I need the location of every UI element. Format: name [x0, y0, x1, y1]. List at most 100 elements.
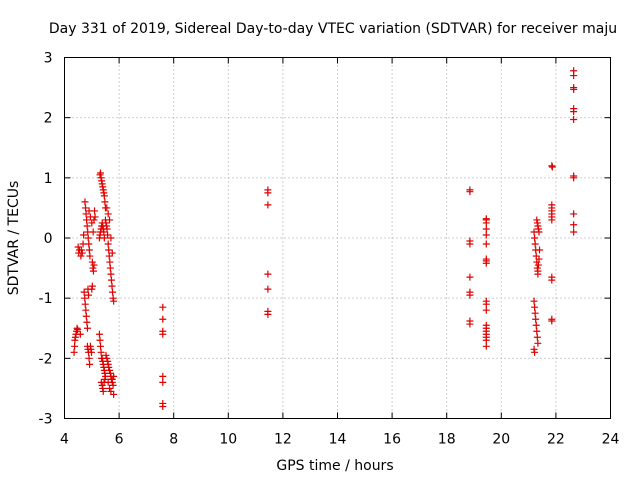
x-axis-label: GPS time / hours — [276, 458, 393, 474]
data-point — [83, 222, 91, 230]
data-point — [81, 300, 89, 308]
data-point — [531, 303, 539, 311]
data-point — [570, 115, 578, 123]
data-point — [106, 384, 114, 392]
data-point — [74, 325, 82, 333]
data-point — [535, 255, 543, 263]
x-tick-label: 4 — [60, 432, 69, 448]
data-point — [83, 216, 91, 224]
data-point — [82, 210, 90, 218]
data-point — [110, 372, 118, 380]
data-point — [77, 252, 85, 260]
data-point — [264, 285, 272, 293]
data-point — [466, 273, 474, 281]
data-point — [89, 228, 97, 236]
data-point — [101, 375, 109, 383]
data-point — [100, 192, 108, 200]
y-axis-tick-labels: -3 -2 -1 0 1 2 3 — [39, 51, 53, 428]
data-point — [74, 243, 82, 251]
data-point — [100, 234, 108, 242]
data-point — [81, 198, 89, 206]
x-tick-label: 20 — [492, 432, 510, 448]
x-tick-label: 12 — [274, 432, 292, 448]
data-point — [97, 342, 105, 350]
data-point — [90, 216, 98, 224]
data-point — [82, 312, 90, 320]
data-point — [95, 330, 103, 338]
data-point — [86, 360, 94, 368]
y-tick-label: -2 — [39, 351, 53, 367]
axis-ticks — [64, 57, 611, 419]
data-point — [159, 315, 167, 323]
x-tick-label: 24 — [602, 432, 620, 448]
data-point — [96, 336, 104, 344]
y-tick-label: -1 — [39, 291, 53, 307]
data-point — [82, 204, 90, 212]
data-point — [82, 306, 90, 314]
data-point — [88, 282, 96, 290]
data-point — [159, 303, 167, 311]
data-point — [77, 246, 85, 254]
data-point — [535, 228, 543, 236]
data-point — [83, 324, 91, 332]
data-point — [88, 258, 96, 266]
data-point — [570, 85, 578, 93]
data-point — [570, 108, 578, 116]
data-point — [534, 267, 542, 275]
data-point — [264, 201, 272, 209]
data-point — [103, 354, 111, 362]
data-point — [264, 310, 272, 318]
data-point — [159, 402, 167, 410]
data-point — [108, 249, 116, 257]
y-tick-label: -3 — [39, 412, 53, 428]
data-point — [570, 174, 578, 182]
y-tick-label: 0 — [44, 231, 53, 247]
data-point — [530, 297, 538, 305]
data-point — [570, 72, 578, 80]
chart-title: Day 331 of 2019, Sidereal Day-to-day VTE… — [49, 21, 617, 37]
data-point — [531, 348, 539, 356]
data-point — [570, 210, 578, 218]
data-point — [531, 309, 539, 317]
data-point — [108, 375, 116, 383]
data-point — [104, 378, 112, 386]
data-point — [548, 163, 556, 171]
data-point — [107, 387, 115, 395]
data-point — [548, 276, 556, 284]
data-point — [97, 348, 105, 356]
y-tick-label: 3 — [44, 51, 53, 67]
data-point — [466, 188, 474, 196]
data-point — [264, 270, 272, 278]
data-point — [531, 234, 539, 242]
data-point — [466, 320, 474, 328]
data-point — [106, 258, 114, 266]
data-point — [86, 252, 94, 260]
data-point — [81, 294, 89, 302]
data-point — [105, 246, 113, 254]
data-point — [532, 315, 540, 323]
data-point — [536, 246, 544, 254]
data-point — [106, 216, 114, 224]
data-point — [102, 351, 110, 359]
data-point — [80, 231, 88, 239]
data-point — [482, 342, 490, 350]
data-point — [466, 240, 474, 248]
data-point — [482, 225, 490, 233]
data-point — [70, 348, 78, 356]
data-point — [109, 288, 117, 296]
data-point — [548, 216, 556, 224]
x-tick-label: 10 — [219, 432, 237, 448]
x-tick-label: 16 — [383, 432, 401, 448]
data-point — [103, 204, 111, 212]
data-point — [84, 234, 92, 242]
data-point — [91, 207, 99, 215]
data-point — [159, 378, 167, 386]
y-tick-label: 2 — [44, 111, 53, 127]
data-point — [103, 225, 111, 233]
data-point — [482, 219, 490, 227]
grid-lines — [64, 57, 611, 419]
data-point — [570, 228, 578, 236]
data-point — [482, 306, 490, 314]
y-axis-label: SDTVAR / TECUs — [6, 181, 22, 296]
